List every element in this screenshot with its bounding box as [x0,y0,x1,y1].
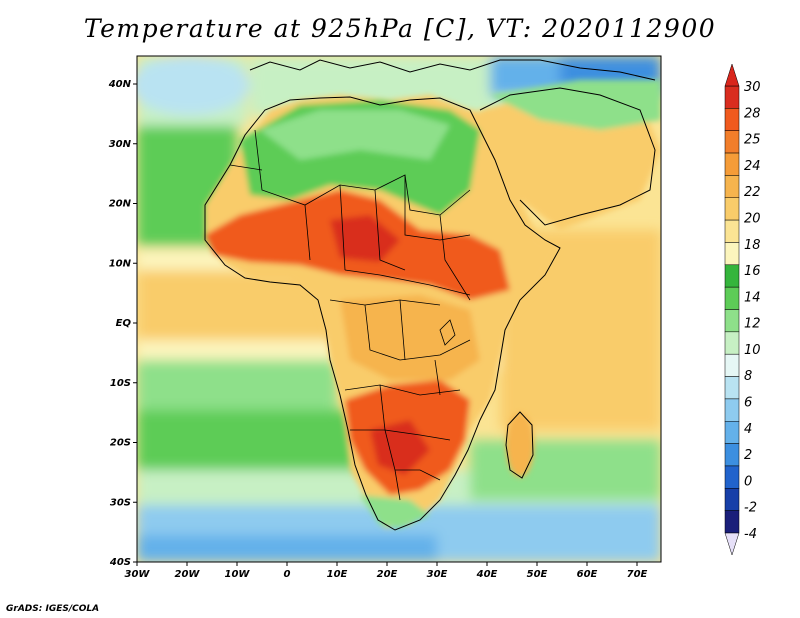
colorbar-label: 25 [744,133,761,148]
colorbar-label: -4 [744,527,757,542]
colorbar-swatch [724,242,740,266]
y-tick-label: 30S [110,497,131,508]
y-tick-label: 40S [109,557,131,568]
colorbar-label: 16 [744,264,761,279]
colorbar-swatch [724,130,740,154]
colorbar-swatch [724,219,740,243]
country-borders [229,129,471,501]
colorbar-swatch [724,331,740,355]
x-tick-label: 50E [527,569,548,580]
y-tick-label: 10N [109,258,132,269]
colorbar-swatch [724,85,740,109]
x-tick-label: 40E [476,569,498,580]
y-tick-label: EQ [116,318,132,329]
x-tick-label: 70E [627,569,648,580]
y-tick-label: 20S [110,438,131,449]
colorbar-label: 30 [744,80,761,95]
colorbar-label: 14 [744,290,761,305]
colorbar-label: 4 [744,422,752,437]
colorbar-swatch [724,398,740,422]
colorbar-swatch [724,465,740,489]
plot-frame [136,55,662,563]
colorbar-swatch [724,376,740,400]
y-tick-label: 10S [110,378,131,389]
credit-text: GrADS: IGES/COLA [6,604,100,614]
colorbar-label: 0 [744,474,752,489]
coastlines [204,59,656,531]
colorbar-bottom-arrow [724,532,740,556]
y-tick-label: 40N [108,79,132,90]
x-tick-label: 10E [327,569,348,580]
colorbar-label: 8 [744,369,752,384]
map-title: Temperature at 925hPa [C], VT: 202011290… [83,14,717,43]
colorbar-label: 12 [744,317,761,332]
colorbar-swatch [724,421,740,444]
temperature-field [137,56,661,562]
colorbar-swatch [724,488,740,511]
x-tick-label: 0 [284,569,291,580]
colorbar-label: -2 [744,501,757,516]
x-tick-label: 60E [577,569,598,580]
colorbar-label: 20 [744,211,761,226]
colorbar-swatch [724,197,740,221]
colorbar-swatch [724,286,740,310]
colorbar-label: 18 [744,238,761,253]
colorbar-label: 10 [744,343,761,358]
colorbar-swatch [724,175,740,198]
colorbar-label: 2 [744,448,752,463]
y-tick-label: 20N [109,199,132,210]
x-tick-label: 10W [225,569,251,580]
colorbar-swatch [724,510,740,534]
colorbar-label: 6 [744,396,752,411]
colorbar-label: 24 [744,159,761,174]
x-tick-label: 20W [175,569,201,580]
colorbar-label: 28 [744,106,761,121]
y-tick-label: 30N [109,139,132,150]
colorbar-swatch [724,309,740,333]
colorbar-swatch [724,353,740,377]
x-tick-label: 20E [377,569,398,580]
colorbar-swatch [724,152,740,176]
x-tick-label: 30E [427,569,448,580]
x-tick-label: 30W [125,569,151,580]
colorbar-swatch [724,443,740,467]
colorbar-label: 22 [744,185,761,200]
colorbar-swatch [724,264,740,288]
colorbar-swatch [724,108,740,131]
colorbar-top-arrow [724,63,740,87]
